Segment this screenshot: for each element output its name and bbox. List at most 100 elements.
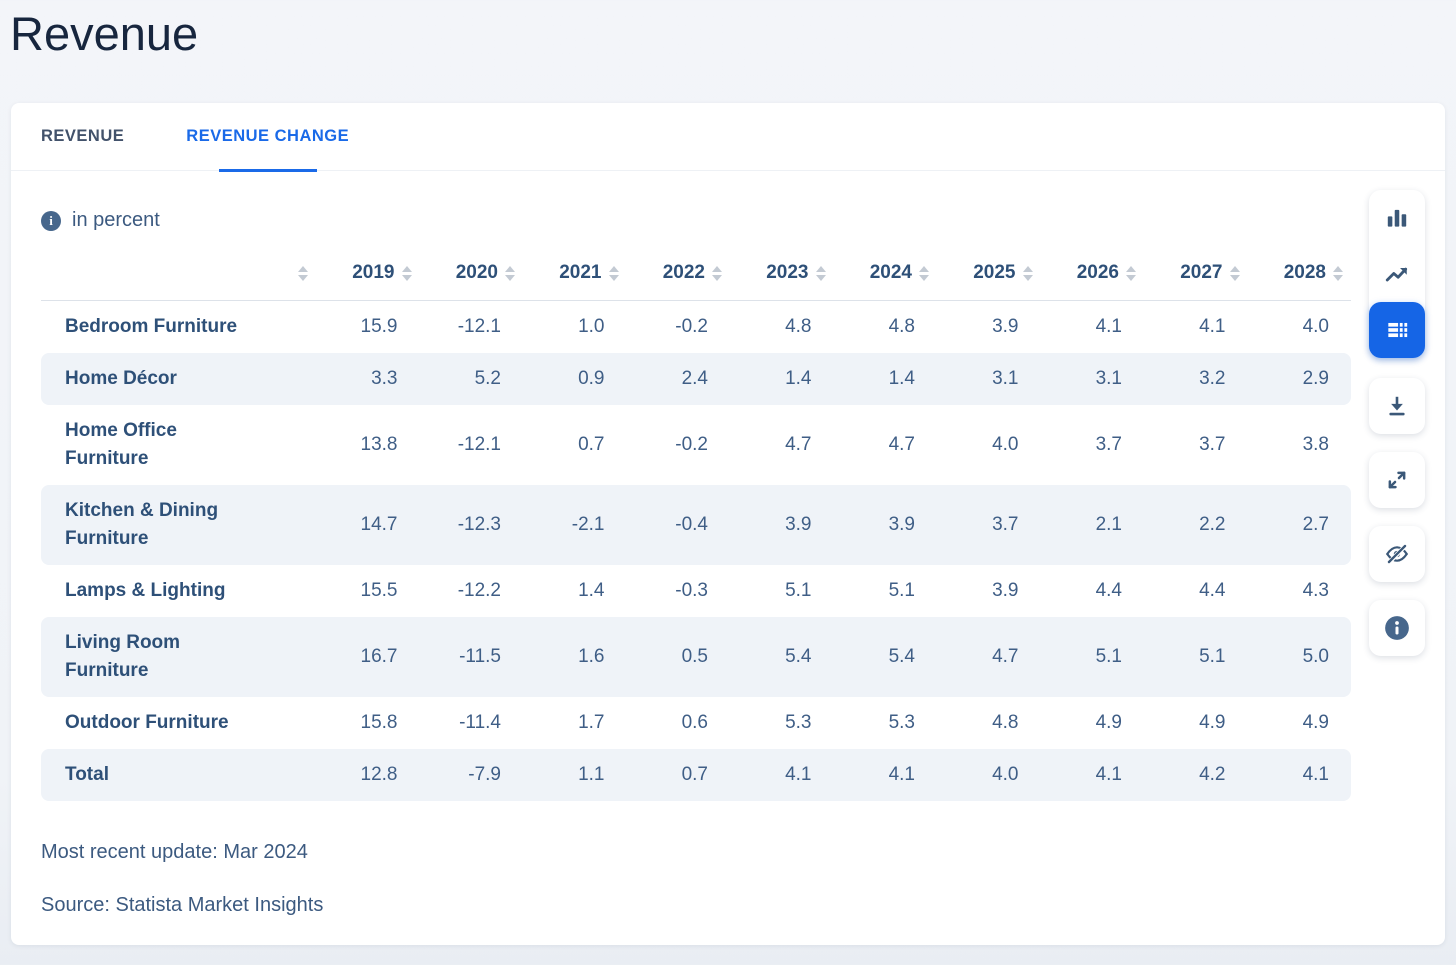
cell-value: 4.1 (1040, 749, 1144, 801)
line-chart-view-button[interactable] (1369, 246, 1425, 302)
cell-value: 3.9 (992, 580, 1019, 601)
table-icon (1384, 317, 1410, 343)
table-row: Home Décor 3.3 5.2 0.9 2.4 1.4 1.4 3.1 3.1 3.2 2.9 (41, 353, 1351, 405)
view-switcher (1369, 190, 1425, 358)
column-header-category[interactable] (41, 248, 316, 301)
cell-value: 4.0 (937, 749, 1041, 801)
cell-value: 4.1 (833, 749, 937, 801)
tab-bar: REVENUE REVENUE CHANGE (11, 103, 1445, 171)
cell-value: 1.4 (578, 580, 605, 601)
cell-value: 5.3 (888, 712, 915, 733)
sort-icon[interactable] (505, 265, 515, 281)
table-row: Bedroom Furniture 15.9 -12.1 1.0 -0.2 4.8 4.8 3… (41, 301, 1351, 353)
cell-value: -12.3 (419, 485, 523, 565)
cell-value: 4.1 (1095, 316, 1122, 337)
cell-value: 4.7 (785, 434, 812, 455)
cell-value: -11.5 (419, 617, 523, 697)
download-button[interactable] (1369, 378, 1425, 434)
cell-value: 1.6 (523, 617, 627, 697)
cell-value: 2.7 (1247, 485, 1351, 565)
cell-value: 0.6 (681, 712, 708, 733)
sort-icon[interactable] (1229, 265, 1240, 281)
table-row: Living Room Furniture 16.7 -11.5 1.6 0.5 5.4 5… (41, 617, 1351, 697)
source-note: Source: Statista Market Insights (41, 894, 324, 916)
update-note: Most recent update: Mar 2024 (41, 841, 308, 863)
sort-icon[interactable] (1333, 265, 1343, 281)
sort-icon[interactable] (919, 265, 929, 281)
row-label: Home Office Furniture (65, 420, 177, 469)
bar-chart-icon (1384, 205, 1410, 231)
column-header-year[interactable]: 2028 (1247, 248, 1351, 301)
cell-value: 4.1 (1247, 749, 1351, 801)
cell-value: 3.9 (992, 316, 1019, 337)
cell-value: 5.4 (833, 617, 937, 697)
sort-icon[interactable] (815, 265, 826, 281)
cell-value: 12.8 (316, 749, 420, 801)
info-button[interactable] (1369, 600, 1425, 656)
cell-value: 3.9 (730, 485, 834, 565)
column-header-year[interactable]: 2023 (730, 248, 834, 301)
row-label: Living Room Furniture (41, 617, 316, 697)
cell-value: 4.8 (992, 712, 1019, 733)
table-row: Lamps & Lighting 15.5 -12.2 1.4 -0.3 5.1 5.1 3.… (41, 565, 1351, 617)
table-row: Outdoor Furniture 15.8 -11.4 1.7 0.6 5.3 5.3 4.… (41, 697, 1351, 749)
row-label: Outdoor Furniture (65, 712, 229, 733)
cell-value: 5.3 (785, 712, 812, 733)
cell-value: 3.2 (1144, 353, 1248, 405)
cell-value: 14.7 (316, 485, 420, 565)
sort-icon[interactable] (401, 265, 412, 281)
cell-value: 1.1 (523, 749, 627, 801)
cell-value: 4.2 (1144, 749, 1248, 801)
cell-value: -12.2 (457, 580, 501, 601)
cell-value: 4.4 (1095, 580, 1122, 601)
cell-value: 4.7 (937, 617, 1041, 697)
table-view-button[interactable] (1369, 302, 1425, 358)
cell-value: 3.9 (833, 485, 937, 565)
sort-icon[interactable] (1126, 265, 1136, 281)
column-header-year[interactable]: 2020 (419, 248, 523, 301)
cell-value: 3.7 (1095, 434, 1122, 455)
cell-value: 5.1 (1144, 617, 1248, 697)
tab-revenue-change[interactable]: REVENUE CHANGE (186, 103, 349, 170)
cell-value: -2.1 (523, 485, 627, 565)
cell-value: 3.7 (1199, 434, 1226, 455)
table-row: Total 12.8 -7.9 1.1 0.7 4.1 4.1 4.0 4.1 4.2 4.1 (41, 749, 1351, 801)
sort-icon[interactable] (1022, 265, 1033, 281)
cell-value: 4.7 (888, 434, 915, 455)
column-header-year[interactable]: 2026 (1040, 248, 1144, 301)
cell-value: 1.7 (578, 712, 605, 733)
year-label: 2027 (1180, 262, 1223, 283)
column-header-year[interactable]: 2025 (937, 248, 1041, 301)
line-chart-icon (1384, 261, 1410, 287)
hide-button[interactable] (1369, 526, 1425, 582)
tab-revenue[interactable]: REVENUE (41, 127, 125, 145)
cell-value: -0.2 (675, 434, 708, 455)
cell-value: 3.1 (1040, 353, 1144, 405)
expand-icon (1384, 467, 1410, 493)
year-label: 2026 (1076, 262, 1119, 283)
eye-off-icon (1384, 541, 1410, 567)
row-label: Home Décor (41, 353, 316, 405)
cell-value: -12.1 (457, 434, 501, 455)
year-label: 2022 (662, 262, 705, 283)
bar-chart-view-button[interactable] (1369, 190, 1425, 246)
sort-icon[interactable] (298, 265, 308, 281)
column-header-year[interactable]: 2024 (833, 248, 937, 301)
year-label: 2025 (973, 262, 1016, 283)
cell-value: 4.4 (1199, 580, 1226, 601)
sort-icon[interactable] (608, 265, 619, 281)
row-label: Lamps & Lighting (65, 580, 226, 601)
column-header-year[interactable]: 2022 (626, 248, 730, 301)
cell-value: -0.2 (675, 316, 708, 337)
cell-value: 16.7 (316, 617, 420, 697)
unit-label: in percent (72, 209, 160, 231)
column-header-year[interactable]: 2027 (1144, 248, 1248, 301)
expand-button[interactable] (1369, 452, 1425, 508)
cell-value: 4.3 (1302, 580, 1329, 601)
year-label: 2020 (455, 262, 498, 283)
sort-icon[interactable] (712, 265, 722, 281)
cell-value: -12.1 (457, 316, 501, 337)
column-header-year[interactable]: 2019 (316, 248, 420, 301)
cell-value: 3.7 (937, 485, 1041, 565)
column-header-year[interactable]: 2021 (523, 248, 627, 301)
